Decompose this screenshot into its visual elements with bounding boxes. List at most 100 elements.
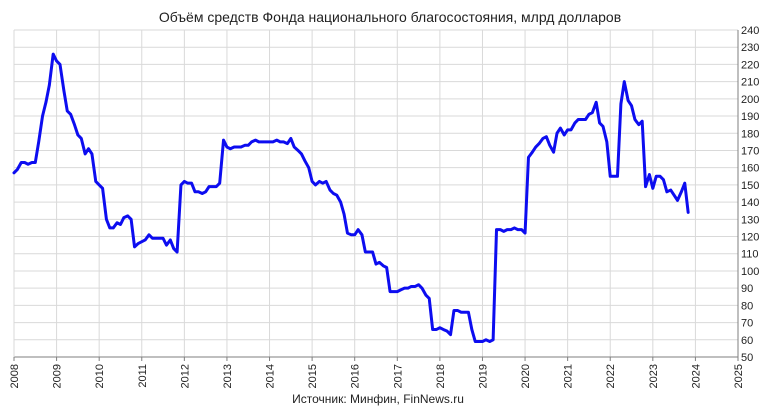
- data-point: [48, 83, 51, 87]
- data-point: [665, 190, 669, 193]
- data-point: [680, 190, 683, 193]
- series-layer: [12, 52, 690, 344]
- data-point: [640, 120, 644, 123]
- data-point: [342, 212, 346, 216]
- data-point: [16, 168, 19, 171]
- data-point: [623, 80, 626, 83]
- data-point: [87, 147, 90, 150]
- data-point: [26, 163, 30, 166]
- data-point: [360, 233, 364, 237]
- data-point: [332, 192, 335, 195]
- data-point: [545, 135, 548, 138]
- data-point: [278, 140, 282, 144]
- data-point: [69, 113, 72, 116]
- data-point: [55, 59, 58, 63]
- x-tick-label: 2015: [307, 364, 319, 388]
- data-point: [126, 214, 129, 218]
- data-point: [143, 238, 147, 242]
- x-tick-label: 2011: [137, 364, 149, 388]
- y-tick-label: 160: [741, 163, 759, 175]
- data-point: [459, 311, 463, 314]
- data-point: [452, 309, 456, 312]
- data-point: [676, 199, 679, 202]
- x-tick-label: 2016: [350, 364, 362, 388]
- x-tick-label: 2021: [563, 364, 575, 388]
- data-point: [488, 340, 491, 343]
- data-point: [406, 286, 410, 290]
- data-point: [584, 118, 587, 121]
- data-point: [179, 183, 183, 187]
- data-point: [193, 190, 197, 193]
- data-point: [484, 338, 488, 341]
- data-point: [215, 185, 218, 188]
- data-point: [555, 132, 559, 135]
- data-point: [609, 175, 612, 178]
- data-point: [563, 133, 566, 137]
- y-tick-label: 180: [741, 128, 759, 140]
- data-point: [12, 171, 16, 175]
- data-point: [531, 150, 534, 154]
- data-point: [403, 286, 406, 290]
- data-point: [513, 226, 516, 230]
- data-point: [559, 126, 562, 130]
- data-point: [520, 228, 523, 231]
- data-point: [353, 233, 356, 237]
- x-tick-label: 2010: [94, 364, 106, 388]
- data-point: [573, 121, 577, 125]
- data-point: [417, 283, 420, 286]
- data-point: [449, 333, 452, 336]
- data-point: [523, 231, 527, 235]
- data-point: [396, 290, 399, 293]
- y-tick-label: 70: [741, 318, 753, 330]
- data-point: [435, 328, 438, 331]
- y-tick-label: 50: [741, 352, 753, 364]
- data-point: [275, 138, 278, 142]
- data-point: [364, 250, 367, 254]
- data-point: [534, 145, 537, 149]
- data-point: [303, 159, 307, 162]
- data-point: [129, 218, 133, 221]
- data-point: [474, 340, 477, 343]
- data-point: [619, 102, 623, 106]
- data-point: [76, 133, 80, 137]
- data-point: [165, 243, 168, 247]
- x-tick-label: 2025: [733, 364, 745, 388]
- x-tick-label: 2012: [179, 364, 191, 388]
- y-tick-label: 190: [741, 111, 759, 123]
- data-point: [321, 181, 324, 185]
- data-point: [137, 242, 140, 245]
- data-point: [527, 156, 530, 159]
- data-point: [428, 297, 431, 300]
- x-tick-label: 2013: [222, 364, 234, 388]
- data-point: [34, 161, 37, 164]
- data-point: [112, 226, 115, 230]
- data-point: [97, 183, 101, 187]
- data-point: [495, 228, 498, 231]
- data-point: [591, 111, 594, 114]
- data-point: [201, 192, 204, 195]
- data-point: [151, 237, 154, 240]
- data-point: [169, 238, 172, 242]
- data-point: [236, 145, 239, 149]
- data-point: [140, 240, 143, 243]
- data-point: [41, 114, 44, 118]
- data-point: [350, 233, 353, 237]
- y-tick-label: 130: [741, 214, 759, 226]
- data-point: [626, 99, 630, 102]
- data-point: [105, 218, 108, 221]
- data-point: [481, 340, 484, 343]
- data-point: [509, 228, 513, 231]
- y-tick-label: 140: [741, 197, 759, 209]
- data-point: [30, 161, 34, 164]
- data-point: [431, 328, 434, 331]
- data-point: [204, 190, 207, 193]
- data-point: [51, 52, 55, 56]
- data-point: [197, 190, 200, 193]
- data-point: [566, 128, 569, 132]
- data-point: [356, 228, 360, 231]
- data-point: [371, 250, 374, 254]
- data-point: [289, 137, 293, 140]
- data-point: [190, 181, 193, 185]
- data-point: [378, 261, 381, 264]
- data-point: [683, 181, 686, 185]
